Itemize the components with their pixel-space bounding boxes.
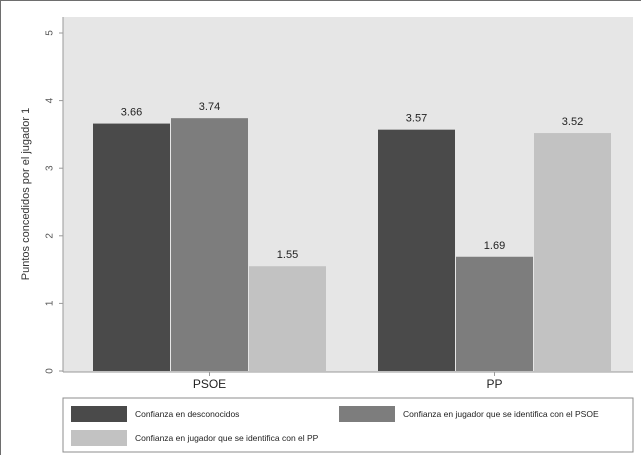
- data-label-pp-series-2: 1.69: [484, 240, 505, 252]
- y-tick-label: 4: [45, 97, 56, 103]
- y-ticks-group: 0 1 2 3 4 5: [45, 30, 63, 374]
- data-label-pp-series-1: 3.57: [406, 113, 427, 125]
- bars-group: [93, 118, 611, 372]
- legend-swatch-series-3: [71, 430, 127, 446]
- data-label-pp-series-3: 3.52: [562, 116, 583, 128]
- bar-pp-series-1: [378, 129, 455, 371]
- y-tick-label: 2: [45, 233, 56, 239]
- bar-psoe-series-3: [249, 266, 326, 371]
- data-labels-group: 3.66 3.74 1.55 3.57 1.69 3.52: [121, 101, 583, 261]
- y-tick-label: 5: [45, 30, 56, 36]
- legend-label-series-3: Confianza en jugador que se identifica c…: [135, 433, 319, 443]
- bar-pp-series-2: [456, 256, 533, 371]
- legend-swatch-series-2: [339, 406, 395, 422]
- y-tick-label: 1: [45, 300, 56, 306]
- legend-swatch-series-1: [71, 406, 127, 422]
- bar-pp-series-3: [534, 133, 611, 371]
- x-category-label-psoe: PSOE: [193, 377, 226, 391]
- legend-items-group: Confianza en desconocidos Confianza en ju…: [71, 406, 599, 446]
- x-category-label-pp: PP: [486, 377, 502, 391]
- data-label-psoe-series-3: 1.55: [277, 249, 298, 261]
- data-label-psoe-series-1: 3.66: [121, 107, 142, 119]
- legend-label-series-2: Confianza en jugador que se identifica c…: [403, 409, 599, 419]
- data-label-psoe-series-2: 3.74: [199, 101, 220, 113]
- y-tick-label: 0: [45, 368, 56, 374]
- x-ticks-group: PSOE PP: [193, 372, 503, 391]
- y-tick-label: 3: [45, 165, 56, 171]
- bar-psoe-series-2: [171, 118, 248, 372]
- bar-psoe-series-1: [93, 123, 170, 371]
- y-axis-title: Puntos concedidos por el jugador 1: [20, 108, 32, 280]
- legend-label-series-1: Confianza en desconocidos: [135, 409, 239, 419]
